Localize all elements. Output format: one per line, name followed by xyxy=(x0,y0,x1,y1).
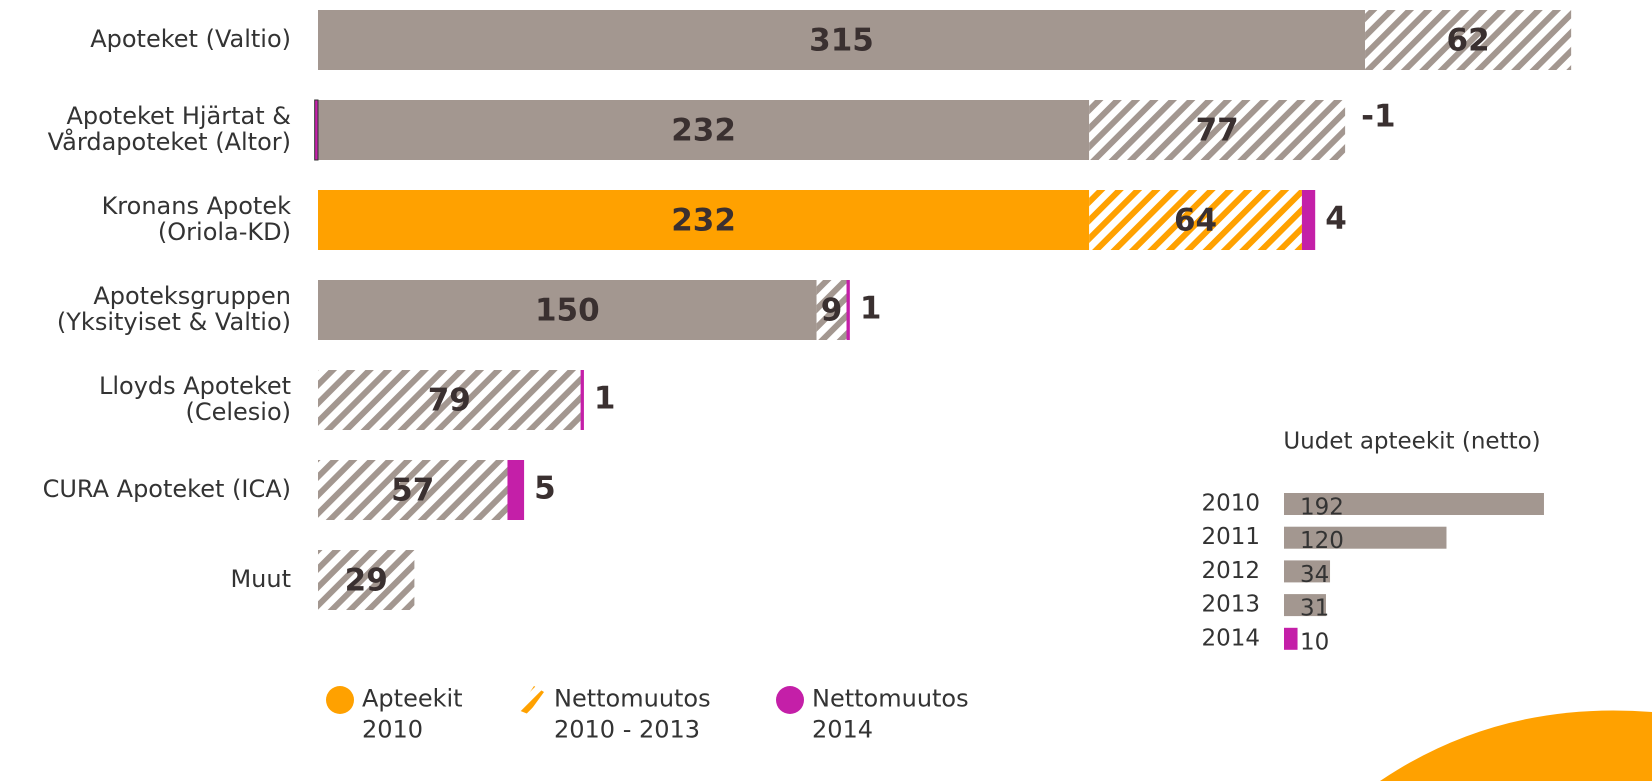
bar-segment xyxy=(1301,190,1316,250)
inset-value: 120 xyxy=(1300,528,1344,554)
data-label: 1 xyxy=(594,381,616,417)
bar-segment xyxy=(816,280,847,340)
data-label: 64 xyxy=(1174,203,1217,239)
inset-bar xyxy=(1284,493,1544,515)
inset-value: 10 xyxy=(1300,629,1329,655)
inset-category: 2012 xyxy=(1201,558,1260,584)
category-label: Kronans Apotek (Oriola-KD) xyxy=(102,192,292,246)
data-label: 4 xyxy=(1325,201,1347,237)
bar-segment xyxy=(580,370,584,430)
legend-swatch xyxy=(326,686,354,714)
inset-value: 34 xyxy=(1300,562,1329,588)
inset-category: 2013 xyxy=(1201,592,1260,618)
inset-category: 2011 xyxy=(1201,524,1260,550)
bar-segment xyxy=(1365,10,1572,70)
inset-bar xyxy=(1284,627,1298,650)
data-label: 315 xyxy=(809,23,874,59)
inset-value: 31 xyxy=(1300,596,1329,622)
category-label: Muut xyxy=(230,565,291,593)
bar-segment xyxy=(846,280,850,340)
inset-bar xyxy=(1284,594,1326,617)
bar-segment xyxy=(1089,100,1346,160)
bar-segment xyxy=(318,550,415,610)
bar-segment xyxy=(314,99,319,161)
inset-bar xyxy=(1284,560,1331,583)
inset-title: Uudet apteekit (netto) xyxy=(1283,429,1540,455)
legend-swatch xyxy=(518,686,544,714)
data-label: 62 xyxy=(1447,23,1490,59)
bar-segment xyxy=(318,100,1090,160)
bar-segment xyxy=(318,10,1366,70)
data-label: 150 xyxy=(535,293,600,329)
data-label: 79 xyxy=(428,383,471,419)
category-label: CURA Apoteket (ICA) xyxy=(43,475,291,503)
category-label: Apoteksgruppen (Yksityiset & Valtio) xyxy=(57,282,291,336)
data-label: -1 xyxy=(1361,99,1395,135)
data-label: 232 xyxy=(671,113,736,149)
bar-segment xyxy=(318,370,581,430)
data-label: 77 xyxy=(1196,113,1239,149)
data-label: 57 xyxy=(391,473,434,509)
legend-swatch xyxy=(776,686,804,714)
bar-segment xyxy=(1089,190,1302,250)
inset-category: 2014 xyxy=(1201,625,1260,651)
inset-value: 192 xyxy=(1300,495,1344,521)
bar-segment xyxy=(318,460,508,520)
bar-segment xyxy=(318,280,817,340)
data-label: 9 xyxy=(821,293,843,329)
data-label: 232 xyxy=(671,203,736,239)
data-label: 5 xyxy=(534,471,556,507)
data-label: 29 xyxy=(345,563,388,599)
inset-bar xyxy=(1284,526,1447,549)
inset-category: 2010 xyxy=(1201,491,1260,517)
bar-segment xyxy=(318,190,1090,250)
category-label: Apoteket Hjärtat & Vårdapoteket (Altor) xyxy=(48,102,291,156)
category-label: Apoteket (Valtio) xyxy=(90,25,291,53)
decoration xyxy=(1380,710,1652,781)
legend-label: Nettomuutos 2014 xyxy=(812,685,969,744)
bar-segment xyxy=(507,460,525,520)
data-label: 1 xyxy=(860,291,882,327)
category-label: Lloyds Apoteket (Celesio) xyxy=(99,372,291,426)
legend-label: Apteekit 2010 xyxy=(362,685,463,744)
legend-label: Nettomuutos 2010 - 2013 xyxy=(554,685,711,744)
